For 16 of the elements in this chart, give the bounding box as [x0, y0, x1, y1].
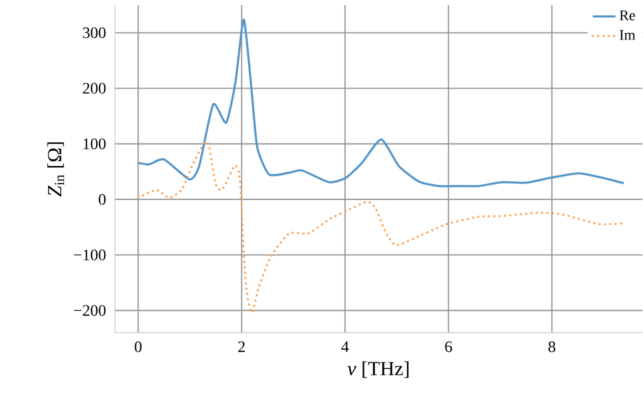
y-axis-title: Z$_{in}$ [Ω]: [47, 142, 64, 197]
x-tick-label: 4: [341, 342, 349, 352]
y-tick-label: −100: [74, 250, 106, 260]
x-axis-title: ν [THz]: [348, 362, 408, 378]
y-tick-label: 200: [82, 83, 106, 94]
line-series: [137, 142, 624, 314]
x-tick-label: 2: [238, 342, 245, 352]
y-tick-label: 300: [82, 28, 106, 38]
y-tick-label: 100: [84, 138, 106, 150]
x-tick-label: 6: [445, 342, 452, 352]
x-tick-label: 0: [134, 342, 142, 352]
legend-label: Im: [620, 30, 636, 40]
y-tick-label: −200: [74, 305, 106, 316]
y-tick-label: 0: [98, 194, 106, 205]
x-tick-label: 8: [548, 342, 556, 352]
legend-label: Re: [620, 10, 635, 21]
